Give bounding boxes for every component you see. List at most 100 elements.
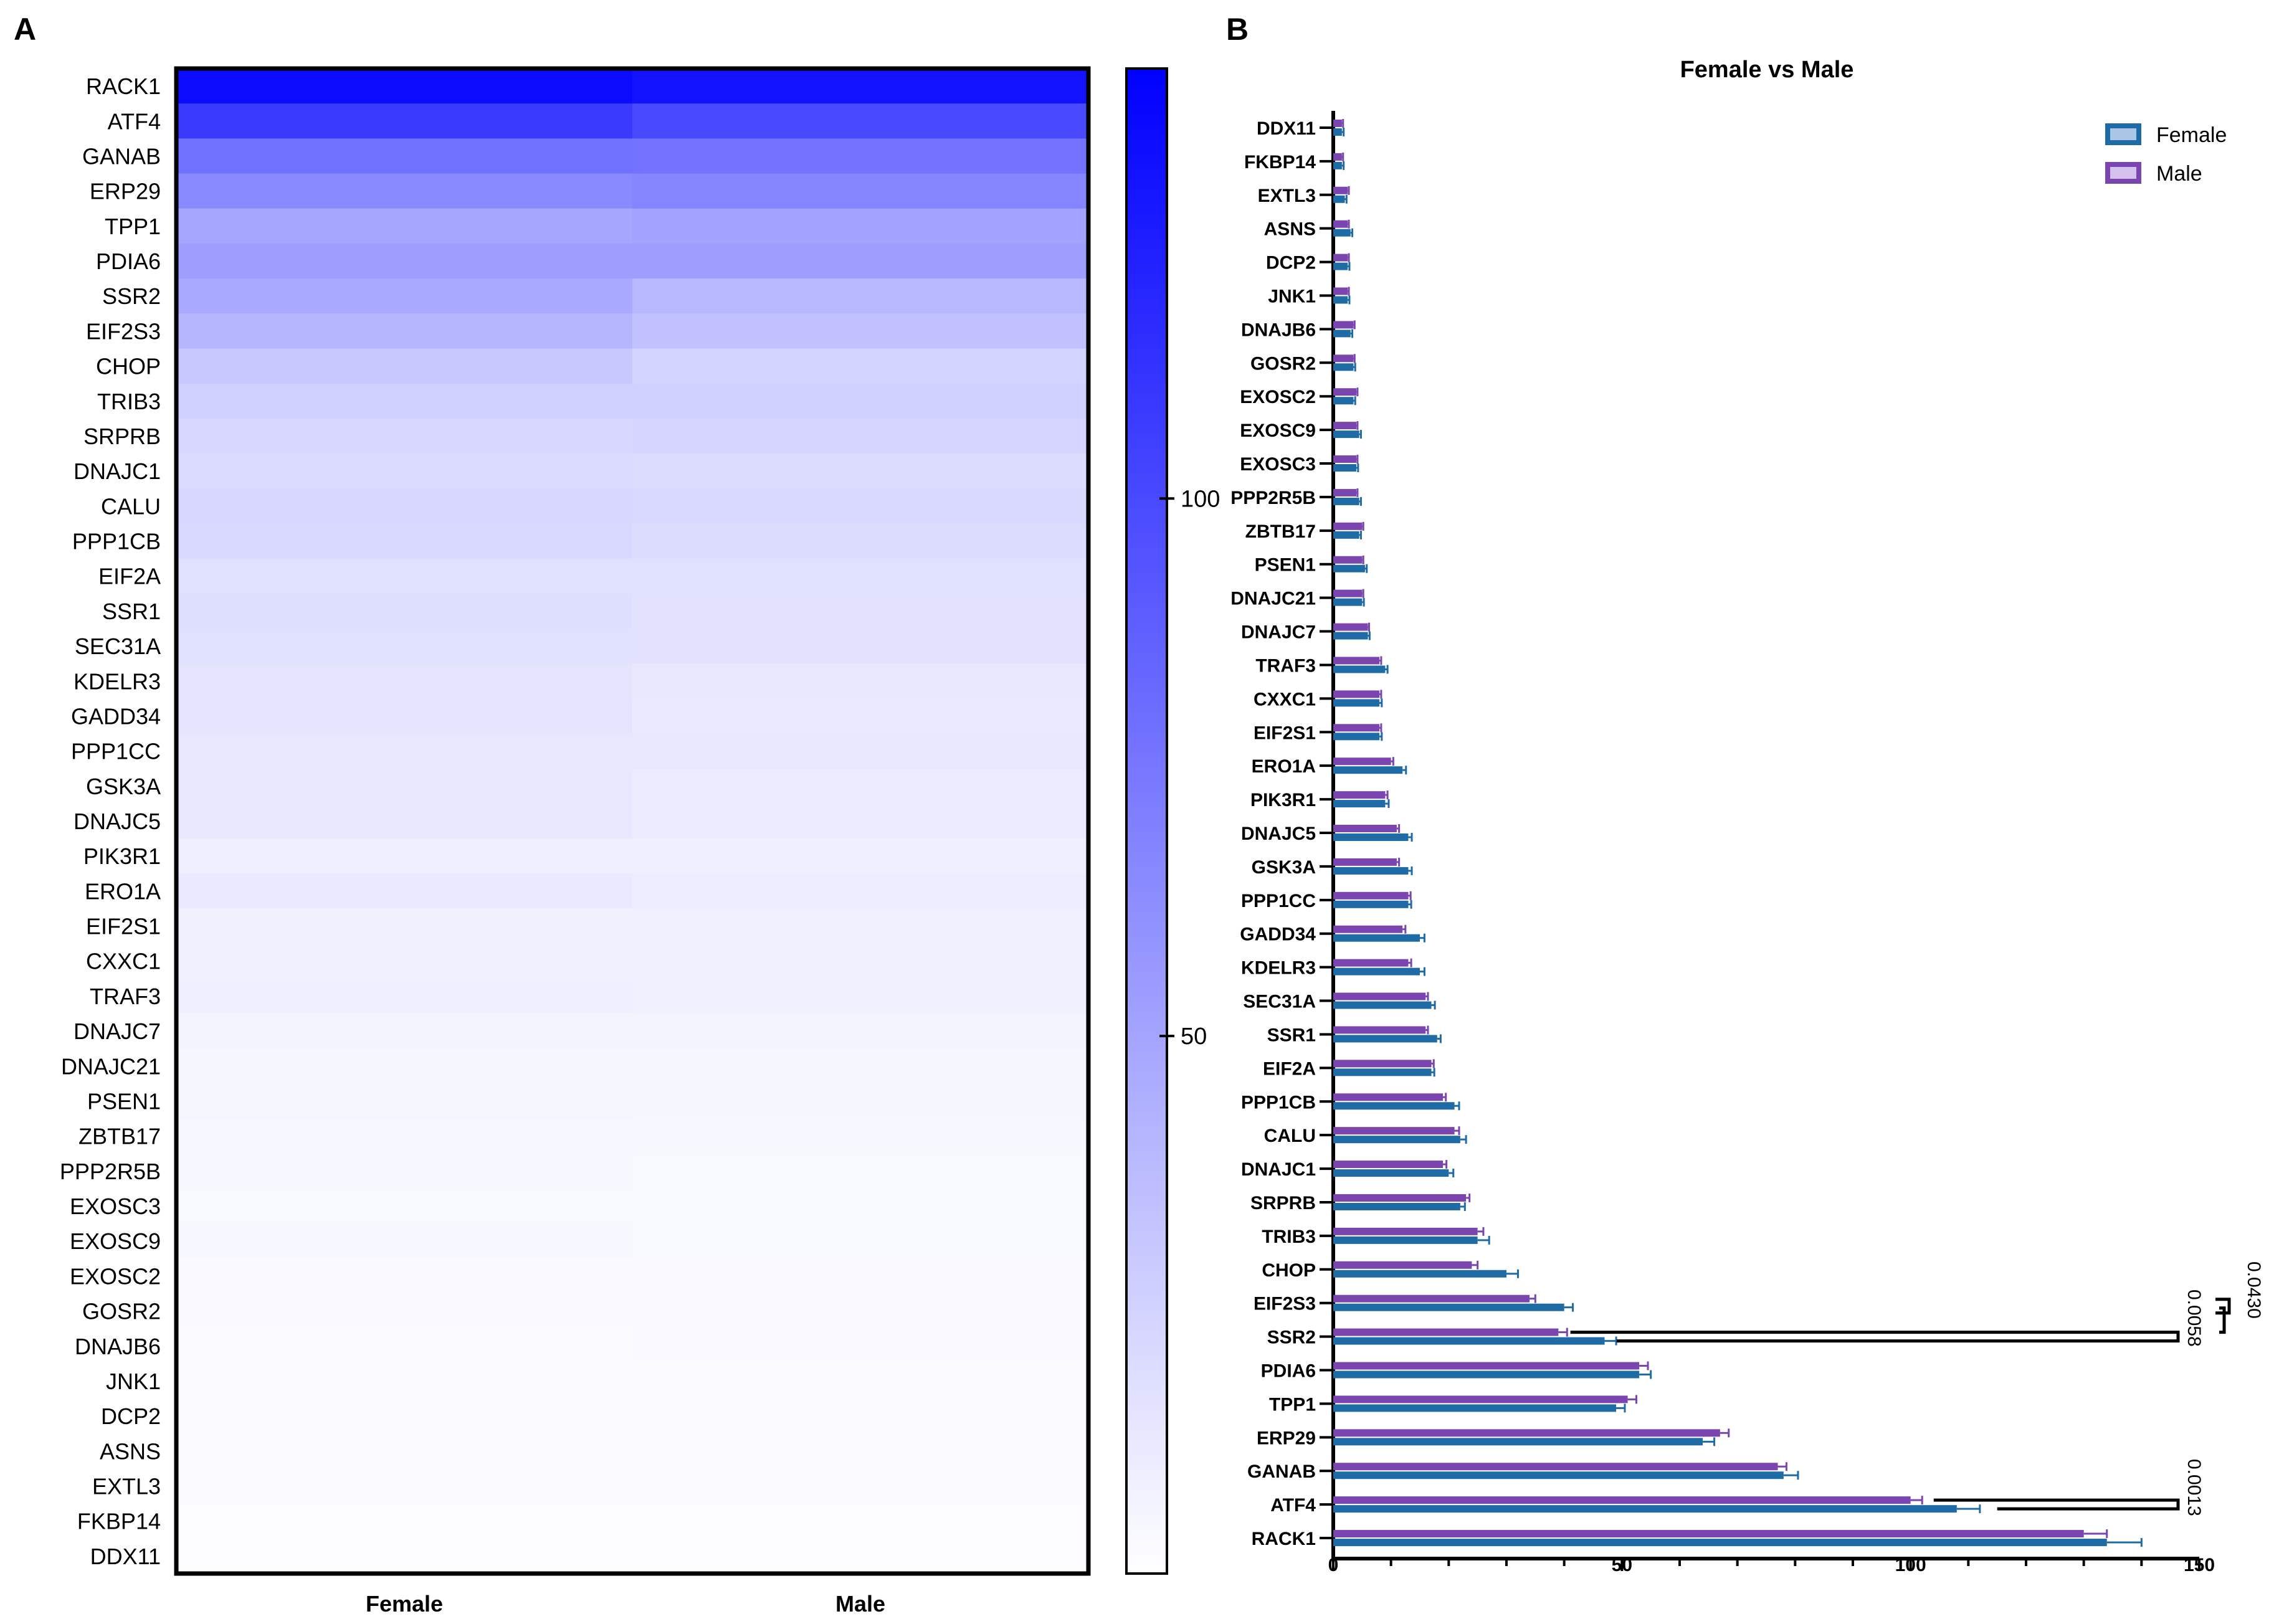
bar-male-cxxc1 — [1333, 690, 1380, 698]
bar-female-eif2s3 — [1333, 1303, 1564, 1311]
heatmap-cell-calu-male — [632, 488, 1089, 524]
bar-female-zbtb17 — [1333, 531, 1359, 539]
heatmap-cell-pik3r1-male — [632, 838, 1089, 874]
bar-female-erp29 — [1333, 1438, 1703, 1446]
bar-female-fkbp14 — [1333, 161, 1342, 169]
bar-male-eif2a — [1333, 1060, 1432, 1068]
y-tick-label: KDELR3 — [1241, 958, 1316, 979]
y-tick-label: JNK1 — [1268, 286, 1316, 306]
bar-female-exosc3 — [1333, 464, 1357, 472]
significance-label-0430: 0.0430 — [2243, 1261, 2264, 1319]
colorbar: 50 100 — [1125, 67, 1220, 1575]
bar-female-ganab — [1333, 1471, 1784, 1479]
heatmap-cell-tpp1-female — [176, 208, 633, 244]
heatmap-cell-trib3-male — [632, 383, 1089, 419]
heatmap-row-label: DNAJC5 — [74, 809, 161, 834]
heatmap-cell-ero1a-female — [176, 873, 633, 909]
x-tick-label: 150 — [2184, 1555, 2215, 1575]
heatmap-cell-jnk1-male — [632, 1363, 1089, 1399]
bar-male-ssr2 — [1333, 1328, 1559, 1336]
bar-female-ddx11 — [1333, 128, 1342, 136]
y-tick-label: SSR2 — [1267, 1327, 1316, 1348]
heatmap-cell-ppp1cc-male — [632, 733, 1089, 769]
heatmap-cell-psen1-male — [632, 1083, 1089, 1119]
bar-male-calu — [1333, 1127, 1455, 1135]
heatmap-row-label: ERP29 — [90, 179, 161, 204]
heatmap-cell-dnajb6-male — [632, 1328, 1089, 1364]
y-tick-label: GOSR2 — [1250, 353, 1316, 374]
heatmap-row-label: ERO1A — [85, 878, 161, 904]
bar-male-dnajc5 — [1333, 825, 1397, 832]
bar-male-ppp1cc — [1333, 891, 1409, 900]
bar-female-psen1 — [1333, 564, 1365, 572]
heatmap-row-label: CHOP — [96, 354, 161, 379]
bar-female-traf3 — [1333, 665, 1386, 673]
heatmap-cell-dcp2-male — [632, 1398, 1089, 1434]
heatmap-row-label: PPP1CB — [72, 529, 161, 554]
heatmap-cell-fkbp14-female — [176, 1503, 633, 1539]
y-tick-label: PIK3R1 — [1250, 790, 1316, 810]
bar-male-tpp1 — [1333, 1395, 1628, 1403]
bar-male-exosc3 — [1333, 455, 1357, 463]
heatmap-cell-eif2s3-male — [632, 313, 1089, 349]
colorbar-tick-label: 100 — [1181, 486, 1220, 512]
legend-swatch-female — [2105, 123, 2141, 145]
heatmap-row-label: ASNS — [100, 1438, 161, 1464]
legend-label-male: Male — [2156, 162, 2202, 186]
bar-female-asns — [1333, 229, 1351, 237]
heatmap-row-label: CXXC1 — [86, 949, 161, 974]
heatmap-border — [174, 66, 1091, 1576]
heatmap-cell-asns-male — [632, 1433, 1089, 1469]
bar-male-sec31a — [1333, 992, 1426, 1000]
bar-male-kdelr3 — [1333, 959, 1409, 967]
heatmap-cell-traf3-male — [632, 978, 1089, 1014]
heatmap-cell-exosc3-female — [176, 1188, 633, 1224]
bar-chart-panel: Female vs Male 0 50 100 150 DDX11 FKBP14 EXTL3… — [1230, 57, 2264, 1575]
heatmap-column-label: Female — [366, 1591, 443, 1617]
significance-bracket-outer — [2215, 1298, 2231, 1315]
heatmap-cell-asns-female — [176, 1433, 633, 1469]
heatmap-cell-ppp1cb-male — [632, 523, 1089, 559]
bar-female-ssr1 — [1333, 1035, 1437, 1043]
heatmap-cell-zbtb17-male — [632, 1118, 1089, 1154]
significance-bracket-atf4 — [1933, 1498, 2180, 1511]
heatmap-row-label: RACK1 — [86, 74, 161, 99]
heatmap-row-label: GSK3A — [86, 774, 161, 799]
heatmap-cell-kdelr3-female — [176, 663, 633, 699]
heatmap-row-label: GOSR2 — [82, 1299, 161, 1324]
bar-female-jnk1 — [1333, 296, 1348, 304]
y-tick-label: EXTL3 — [1258, 186, 1316, 206]
heatmap-cell-jnk1-female — [176, 1363, 633, 1399]
heatmap-cell-ddx11-male — [632, 1538, 1089, 1574]
heatmap-cell-gsk3a-female — [176, 768, 633, 804]
heatmap-cell-exosc9-male — [632, 1223, 1089, 1259]
bar-male-fkbp14 — [1333, 153, 1342, 161]
heatmap-cell-gsk3a-male — [632, 768, 1089, 804]
heatmap-row-label: EXOSC9 — [70, 1228, 161, 1254]
bar-female-gsk3a — [1333, 867, 1409, 875]
bar-female-ppp1cb — [1333, 1102, 1455, 1110]
heatmap-row-label: PIK3R1 — [83, 843, 161, 869]
bar-male-pdia6 — [1333, 1362, 1640, 1370]
bar-male-gosr2 — [1333, 354, 1354, 363]
bar-female-srprb — [1333, 1202, 1460, 1210]
y-tick-label: DNAJB6 — [1241, 320, 1316, 340]
x-tick-label: 0 — [1328, 1555, 1339, 1575]
heatmap-row-label: DNAJC1 — [74, 458, 161, 484]
y-tick-label: PSEN1 — [1255, 555, 1316, 576]
y-tick-label: DNAJC21 — [1230, 589, 1316, 609]
bar-male-ssr1 — [1333, 1026, 1426, 1034]
y-tick-label: EIF2S1 — [1254, 723, 1316, 743]
heatmap-cell-dnajc5-female — [176, 803, 633, 839]
colorbar-gradient — [1125, 67, 1168, 1575]
heatmap-cell-ppp1cb-female — [176, 523, 633, 559]
y-tick-label: ASNS — [1264, 219, 1316, 240]
heatmap-cell-dnajc1-female — [176, 453, 633, 489]
heatmap-row-label: SSR1 — [102, 599, 161, 624]
y-tick-label: PPP2R5B — [1230, 488, 1316, 508]
heatmap-cell-dnajc1-male — [632, 453, 1089, 489]
bar-female-pik3r1 — [1333, 800, 1386, 808]
heatmap-cell-kdelr3-male — [632, 663, 1089, 699]
y-tick-label: CALU — [1264, 1126, 1316, 1146]
significance-bracket-eif2s3 — [2219, 1306, 2226, 1334]
